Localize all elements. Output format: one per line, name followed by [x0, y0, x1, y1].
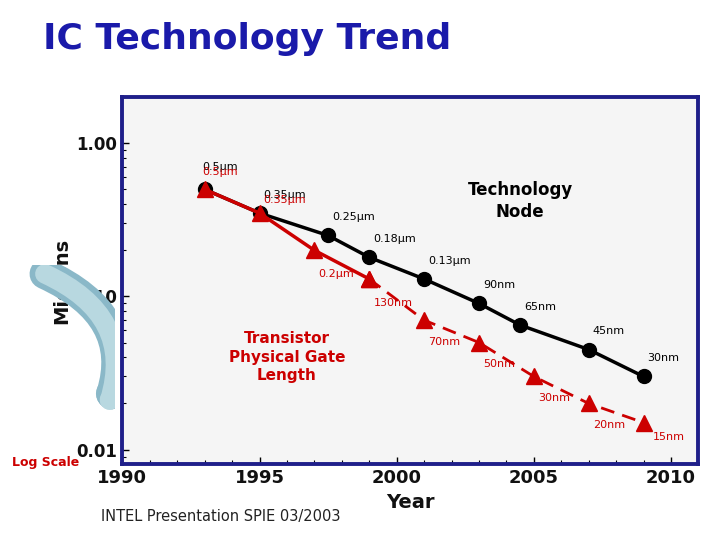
Text: 0.5μm: 0.5μm	[202, 162, 238, 172]
Text: 0.35μm: 0.35μm	[264, 190, 306, 200]
Text: 70nm: 70nm	[428, 337, 460, 347]
Text: 0.5μm: 0.5μm	[202, 167, 238, 177]
Y-axis label: Microns: Microns	[52, 238, 71, 324]
Text: 30nm: 30nm	[648, 353, 680, 363]
Text: 50nm: 50nm	[483, 360, 515, 369]
FancyArrowPatch shape	[45, 274, 115, 400]
Text: 15nm: 15nm	[653, 433, 685, 442]
Text: 65nm: 65nm	[524, 302, 557, 312]
Text: 90nm: 90nm	[483, 280, 516, 290]
Text: Technology
Node: Technology Node	[467, 181, 572, 221]
Text: IC Technology Trend: IC Technology Trend	[43, 22, 451, 56]
Text: 0.2μm: 0.2μm	[318, 269, 354, 279]
Text: 0.18μm: 0.18μm	[374, 234, 416, 244]
Text: 0.35μm: 0.35μm	[264, 195, 306, 205]
Text: 0.25μm: 0.25μm	[332, 212, 375, 222]
Text: 0.13μm: 0.13μm	[428, 256, 471, 266]
FancyArrowPatch shape	[45, 274, 117, 394]
Text: Log Scale: Log Scale	[12, 456, 79, 469]
Text: INTEL Presentation SPIE 03/2003: INTEL Presentation SPIE 03/2003	[101, 509, 341, 524]
Text: Transistor
Physical Gate
Length: Transistor Physical Gate Length	[229, 331, 345, 383]
X-axis label: Year: Year	[386, 493, 435, 512]
Text: 45nm: 45nm	[593, 326, 625, 336]
Text: 20nm: 20nm	[593, 420, 625, 430]
Text: 30nm: 30nm	[538, 393, 570, 403]
Text: 130nm: 130nm	[374, 298, 413, 308]
